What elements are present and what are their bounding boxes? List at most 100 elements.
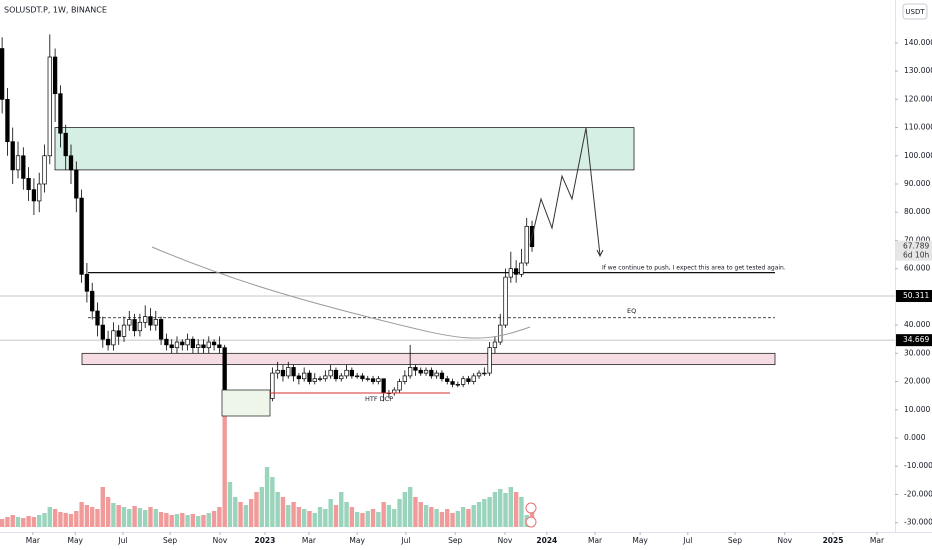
volume-bar <box>339 492 344 527</box>
candle-body <box>143 316 148 323</box>
volume-bar <box>466 509 471 527</box>
volume-bar <box>201 515 206 527</box>
volume-bar <box>365 511 370 527</box>
x-tick-label: Mar <box>870 536 885 545</box>
candle-body <box>190 338 196 349</box>
candle-body <box>317 378 323 380</box>
volume-bar <box>52 509 58 527</box>
y-tick-label: 30.000 <box>904 348 930 357</box>
y-tick-label: 120.000 <box>904 94 932 103</box>
volume-bar <box>222 390 227 527</box>
projection-arrow <box>596 249 604 258</box>
price-label: 50.311 <box>903 291 929 300</box>
volume-bar <box>116 505 121 527</box>
candle-body <box>169 344 174 349</box>
volume-bar <box>317 507 323 527</box>
volume-bar <box>142 510 148 527</box>
volume-bar <box>328 499 333 527</box>
volume-bar <box>418 502 423 527</box>
y-tick-label: 20.000 <box>904 377 930 386</box>
volume-bar <box>58 512 63 527</box>
alert-icon[interactable] <box>525 502 537 514</box>
candle-body <box>185 338 190 346</box>
x-tick-label: Sep <box>448 536 462 545</box>
volume-bar <box>487 497 492 527</box>
volume-bar <box>68 514 74 527</box>
candle-body <box>121 324 127 337</box>
volume-bar <box>286 505 291 527</box>
event-icon[interactable] <box>525 516 537 528</box>
volume-bar <box>296 507 302 527</box>
candle-body <box>100 324 105 340</box>
volume-bar <box>26 516 31 527</box>
zone <box>81 352 776 366</box>
x-tick-label: Mar <box>588 536 603 545</box>
volume-bar <box>270 477 275 527</box>
volume-bar <box>132 506 137 527</box>
volume-bar <box>333 505 339 527</box>
volume-bar <box>513 492 519 527</box>
candle-body <box>455 384 460 386</box>
candle-body <box>365 378 370 380</box>
price-label-box <box>896 240 932 261</box>
volume-bar <box>429 507 434 527</box>
volume-bar <box>105 497 111 527</box>
volume-bar <box>376 512 381 527</box>
candle-body <box>450 381 455 385</box>
x-tick-label: May <box>632 536 648 545</box>
y-tick-label: 130.000 <box>904 66 932 75</box>
plot-area <box>0 34 895 527</box>
volume-bar <box>195 516 201 527</box>
candle-body <box>503 276 508 326</box>
candle-body <box>174 341 180 349</box>
volume-bar <box>248 499 254 527</box>
volume-bar <box>519 497 524 527</box>
volume-bar <box>386 505 392 527</box>
candle-body <box>296 375 302 380</box>
candle-body <box>302 372 307 380</box>
volume-bar <box>503 493 508 527</box>
candle-body <box>482 372 487 375</box>
volume-bar <box>153 509 158 527</box>
volume-bar <box>95 509 100 527</box>
candle-body <box>333 369 339 380</box>
candle-body <box>492 341 498 349</box>
volume-bar <box>84 505 90 527</box>
x-tick-label: Nov <box>498 536 513 545</box>
candle-body <box>445 378 450 382</box>
volume-bar <box>90 507 95 527</box>
candle-body <box>381 378 386 394</box>
candle-body <box>376 378 381 382</box>
volume-bar <box>498 489 503 527</box>
volume-bar <box>206 513 211 527</box>
volume-bar <box>233 497 238 527</box>
x-tick-label: Nov <box>213 536 228 545</box>
price-label: 34.669 <box>903 335 929 344</box>
candle-body <box>519 262 524 275</box>
volume-bar <box>307 511 312 527</box>
volume-bar <box>301 509 307 527</box>
candle-body <box>312 378 317 382</box>
candle-body <box>164 338 169 346</box>
candle-body <box>286 367 291 377</box>
volume-bar <box>407 487 413 527</box>
volume-bar <box>180 513 185 527</box>
volume-bar <box>137 508 143 527</box>
candle-body <box>392 389 397 394</box>
volume-bar <box>397 499 402 527</box>
candle-body <box>42 155 47 185</box>
candle-body <box>439 372 445 380</box>
y-tick-label: 70.000 <box>904 235 930 244</box>
candle-body <box>10 141 15 171</box>
candle-body <box>418 369 423 374</box>
volume-bar <box>190 514 196 527</box>
candle-body <box>0 48 5 100</box>
candle-body <box>79 197 84 275</box>
candle-body <box>90 290 95 312</box>
x-tick-label: May <box>349 536 365 545</box>
x-tick-label: Jul <box>117 536 127 545</box>
candle-body <box>275 369 280 374</box>
x-tick-label: 2025 <box>823 536 844 545</box>
volume-bar <box>392 509 397 527</box>
currency-button[interactable] <box>902 3 928 20</box>
